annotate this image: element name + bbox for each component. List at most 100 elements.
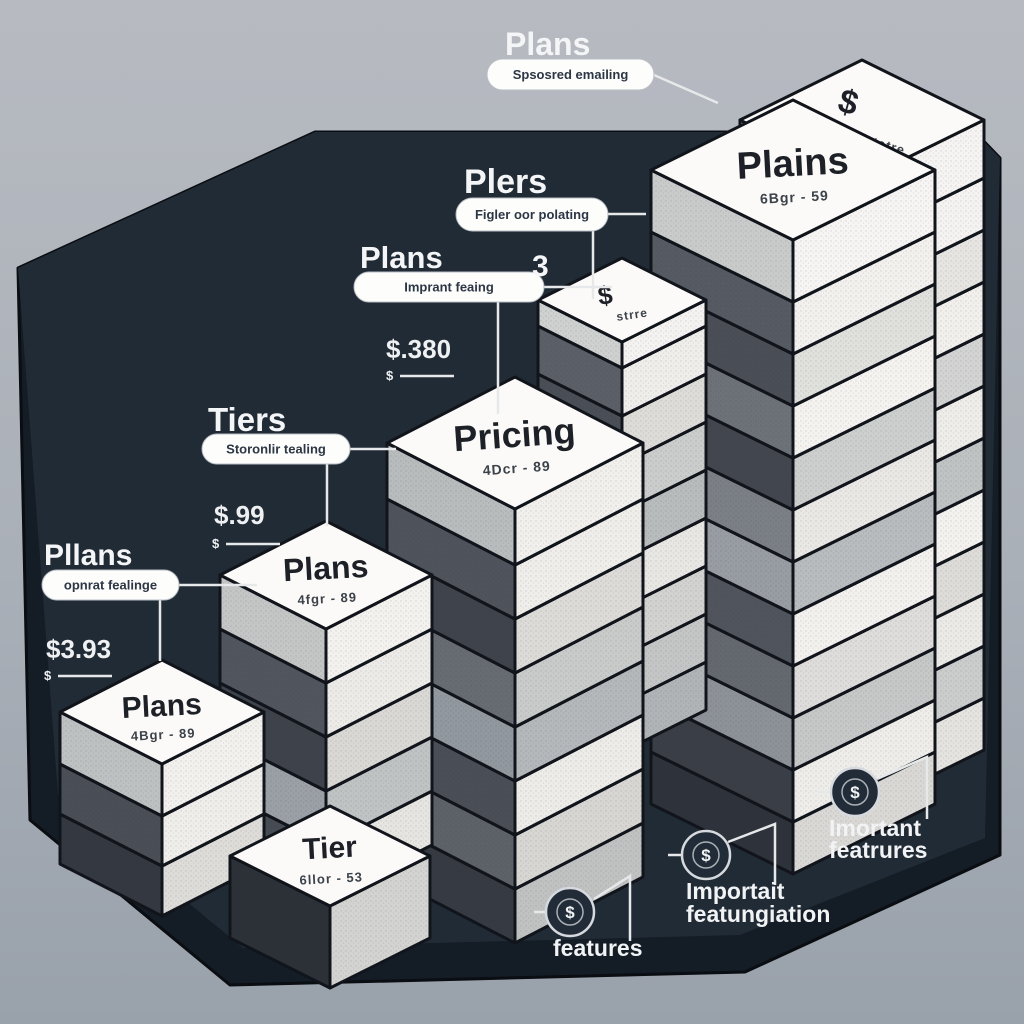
- texture-overlay: [793, 492, 935, 614]
- stack-strre-subtitle: strre: [615, 306, 648, 324]
- stack-tall-front-subtitle: 6Bgr - 59: [760, 187, 830, 207]
- texture-overlay: [515, 499, 643, 619]
- texture-overlay: [793, 284, 935, 406]
- texture-overlay: [515, 443, 643, 565]
- feature-marker-features: $ features: [534, 873, 642, 961]
- texture-overlay: [793, 170, 935, 302]
- dollar-circle-icon: [544, 886, 596, 938]
- texture-overlay: [326, 629, 432, 737]
- texture-overlay: [793, 336, 935, 458]
- callout-plans-mid-title: Plans: [360, 240, 443, 275]
- dollar-icon: $: [212, 536, 220, 551]
- feature-label: features: [553, 935, 642, 961]
- callout-pllans-pill-label: opnrat fealinge: [64, 578, 157, 593]
- texture-overlay: [387, 499, 515, 619]
- callout-tiers-pill: [201, 433, 351, 465]
- texture-overlay: [60, 764, 162, 866]
- texture-overlay: [793, 544, 935, 666]
- stack-pricing-subtitle: 4Dcr - 89: [482, 458, 551, 479]
- callout-pllans-price: $3.93: [46, 634, 111, 664]
- texture-overlay: [220, 575, 326, 683]
- stack-tall-front-slab-top-face: [649, 98, 937, 242]
- dollar-icon: $: [850, 783, 860, 802]
- texture-overlay: [387, 443, 515, 565]
- texture-overlay: [793, 440, 935, 562]
- callout-plers: Figler oor polating Plers: [455, 163, 646, 299]
- callout-plans-mid-number: 3: [532, 250, 549, 283]
- stack-tier: Tier 6llor - 53: [228, 804, 432, 990]
- texture-overlay: [793, 648, 935, 770]
- callout-plans-top-pill-label: Spsosred emailing: [513, 67, 629, 82]
- callouts-layer: Spsosred emailing Plans Figler oor polatin…: [41, 26, 719, 683]
- texture-overlay: [515, 553, 643, 673]
- dollar-circle-inner-ring: [556, 898, 584, 926]
- callout-plans-top-pill: [486, 58, 655, 91]
- stack-pricing-title: Pricing: [452, 410, 577, 459]
- dollar-circle-inner-ring: [841, 778, 869, 806]
- texture-overlay: [651, 170, 793, 302]
- stack-plans-middle-slab-top-face: [218, 519, 434, 631]
- callout-tiers: Storonlir tealing Tiers $.99 $: [201, 401, 396, 551]
- dollar-circle-icon: [829, 766, 881, 818]
- stack-plans-left-title: Plans: [121, 688, 203, 725]
- dollar-circle-icon: [680, 829, 732, 881]
- texture-overlay: [651, 752, 793, 874]
- callout-plers-pill: [455, 197, 609, 232]
- stack-plans-middle-subtitle: 4fgr - 89: [297, 589, 357, 607]
- stack-plans-left-slab-top-face: [58, 658, 266, 766]
- stack-plans-middle-title: Plans: [282, 548, 369, 588]
- dollar-icon: $: [565, 903, 575, 922]
- callout-plers-title: Plers: [464, 163, 547, 201]
- dollar-icon: $: [701, 846, 711, 865]
- texture-overlay: [793, 596, 935, 718]
- texture-overlay: [538, 300, 622, 368]
- callout-pllans: opnrat fealinge Pllans $3.93 $: [41, 539, 257, 683]
- callout-connector-line: [653, 73, 719, 105]
- dollar-icon: $: [44, 668, 52, 683]
- stack-tier-title: Tier: [302, 831, 358, 867]
- texture-overlay: [651, 700, 793, 822]
- stack-tier-slab-top-face: [228, 804, 432, 908]
- texture-overlay: [622, 300, 706, 368]
- callout-plers-pill-label: Figler oor polating: [475, 207, 589, 222]
- callout-pllans-pill: [41, 569, 180, 601]
- texture-overlay: [793, 232, 935, 354]
- callout-tiers-title: Tiers: [208, 401, 286, 438]
- texture-overlay: [330, 856, 430, 988]
- callout-plans-top: Spsosred emailing Plans: [486, 26, 719, 105]
- callout-tiers-pill-label: Storonlir tealing: [226, 442, 326, 457]
- callout-tiers-price: $.99: [214, 500, 265, 530]
- callout-plans-mid: Imprant feaing Plans 3 $.380 $: [353, 240, 612, 414]
- dollar-icon: $: [386, 368, 394, 383]
- feature-bracket-line: [876, 755, 929, 819]
- texture-overlay: [515, 661, 643, 781]
- texture-overlay: [220, 629, 326, 737]
- texture-overlay: [230, 856, 330, 988]
- texture-overlay: [515, 715, 643, 835]
- texture-overlay: [326, 575, 432, 683]
- texture-overlay: [60, 712, 162, 816]
- texture-overlay: [60, 814, 162, 916]
- texture-overlay: [622, 326, 706, 416]
- callout-plans-mid-pill-label: Imprant feaing: [404, 280, 494, 295]
- texture-overlay: [538, 326, 622, 416]
- stack-plans-left-subtitle: 4Bgr - 89: [131, 725, 196, 743]
- texture-overlay: [793, 388, 935, 510]
- stacks-layer: $Hoto tatrePlains6Bgr - 59$strrePricing4…: [58, 58, 986, 990]
- callout-plans-mid-price: $.380: [386, 334, 451, 364]
- texture-overlay: [515, 607, 643, 727]
- callout-plans-mid-pill: [353, 271, 545, 303]
- texture-overlay: [651, 232, 793, 354]
- stack-pricing-slab-top-face: [385, 375, 645, 511]
- dollar-circle-inner-ring: [692, 841, 720, 869]
- feature-label: Imortant: [829, 815, 921, 841]
- feature-label: Importait: [686, 878, 785, 904]
- texture-overlay: [326, 683, 432, 791]
- texture-overlay: [162, 764, 264, 866]
